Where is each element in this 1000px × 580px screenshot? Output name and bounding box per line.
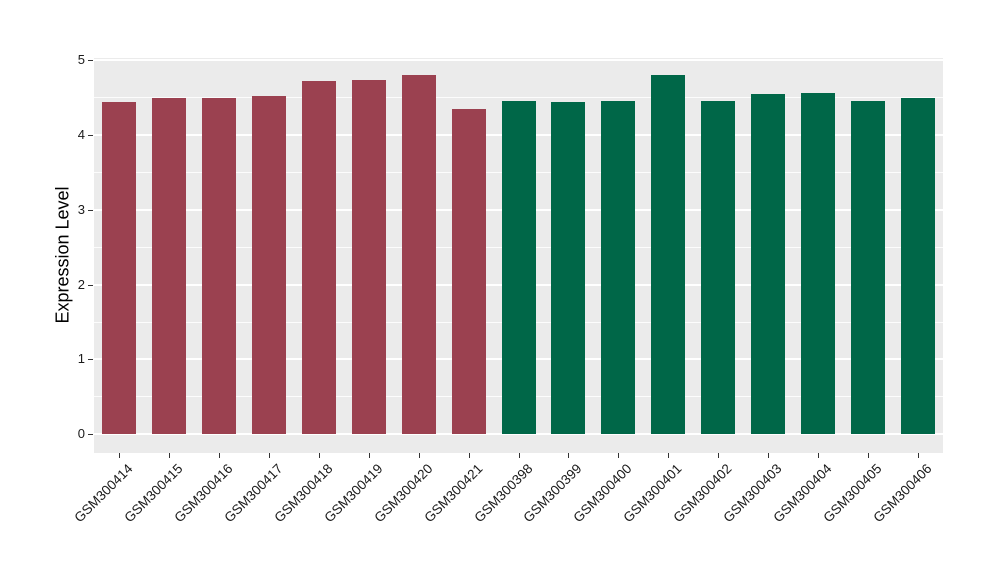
x-tick-mark	[418, 453, 420, 458]
x-tick-mark	[568, 453, 570, 458]
bar-GSM300401	[651, 75, 686, 435]
bar-GSM300416	[201, 98, 236, 435]
x-tick-mark	[818, 453, 820, 458]
bar-GSM300402	[701, 101, 736, 435]
y-tick-label-4: 4	[77, 127, 85, 143]
bar-GSM300403	[751, 93, 786, 435]
x-tick-mark	[168, 453, 170, 458]
bar-GSM300415	[151, 97, 186, 435]
bar-GSM300421	[451, 108, 486, 435]
x-tick-mark	[518, 453, 520, 458]
bar-GSM300406	[901, 98, 936, 435]
y-tick-label-1: 1	[77, 351, 85, 367]
y-tick-label-2: 2	[77, 276, 85, 292]
bar-GSM300400	[601, 100, 636, 435]
gridline-major	[94, 433, 943, 436]
x-tick-mark	[368, 453, 370, 458]
gridline-major	[94, 59, 943, 62]
bar-GSM300417	[251, 96, 286, 435]
x-tick-mark	[468, 453, 470, 458]
x-tick-mark	[618, 453, 620, 458]
x-tick-mark	[218, 453, 220, 458]
bar-GSM300418	[301, 81, 336, 435]
bar-GSM300405	[851, 101, 886, 435]
bar-GSM300404	[801, 93, 836, 435]
x-tick-mark	[118, 453, 120, 458]
x-tick-mark	[318, 453, 320, 458]
y-tick-mark	[88, 135, 93, 137]
plot-panel	[94, 58, 943, 453]
x-tick-mark	[718, 453, 720, 458]
x-tick-mark	[918, 453, 920, 458]
y-tick-mark	[88, 434, 93, 436]
bar-GSM300420	[401, 75, 436, 435]
x-tick-mark	[868, 453, 870, 458]
bar-GSM300398	[501, 100, 536, 435]
bar-GSM300399	[551, 102, 586, 435]
y-tick-mark	[88, 284, 93, 286]
x-tick-mark	[268, 453, 270, 458]
x-tick-mark	[768, 453, 770, 458]
y-tick-mark	[88, 209, 93, 211]
y-tick-label-5: 5	[77, 52, 85, 68]
x-tick-mark	[668, 453, 670, 458]
bar-GSM300414	[101, 102, 136, 435]
y-tick-mark	[88, 60, 93, 62]
y-tick-mark	[88, 359, 93, 361]
y-tick-label-0: 0	[77, 426, 85, 442]
bar-GSM300419	[351, 80, 386, 435]
gridline-minor	[94, 97, 943, 99]
y-tick-label-3: 3	[77, 201, 85, 217]
